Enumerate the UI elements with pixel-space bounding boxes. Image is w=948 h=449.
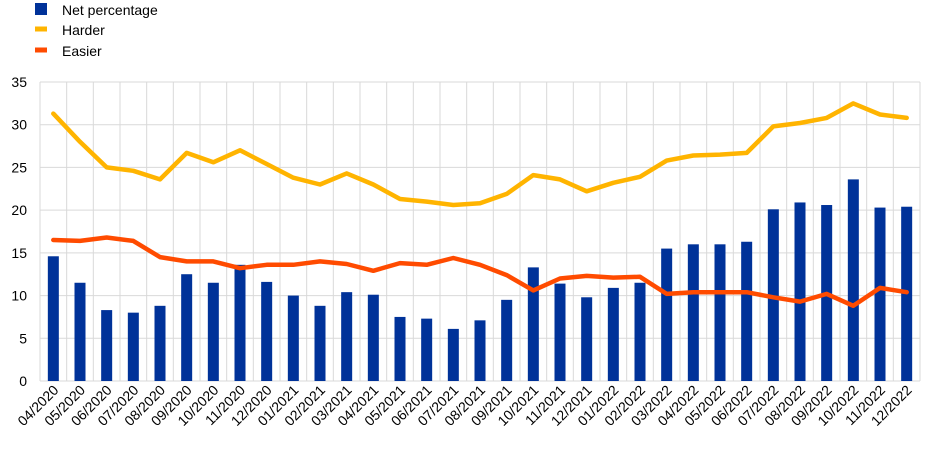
legend-label-easier: Easier <box>62 43 102 59</box>
line-harder <box>51 101 909 208</box>
bar-net-percentage <box>181 274 193 381</box>
line-layer <box>51 101 909 309</box>
bar-net-percentage <box>154 305 166 381</box>
bar-net-percentage <box>501 299 513 381</box>
bar-net-percentage <box>554 283 566 381</box>
bar-net-percentage <box>447 328 459 381</box>
bar-net-percentage <box>421 318 433 381</box>
y-tick-label: 0 <box>19 373 27 389</box>
y-tick-label: 10 <box>11 288 27 304</box>
y-tick-label: 35 <box>11 74 27 90</box>
bar-net-percentage <box>661 248 673 381</box>
bar-net-percentage <box>127 312 139 381</box>
bar-net-percentage <box>234 264 246 381</box>
legend-swatch-net-percentage <box>35 3 47 15</box>
bar-net-percentage <box>394 316 406 381</box>
y-axis-tick-labels: 0 5 10 15 20 25 30 35 <box>11 74 27 389</box>
grid-layer <box>39 81 921 382</box>
bar-net-percentage <box>101 310 113 381</box>
bar-net-percentage <box>581 297 593 381</box>
bar-net-percentage <box>847 179 859 381</box>
legend: Net percentage Harder Easier <box>35 2 158 59</box>
line-easier <box>51 235 909 309</box>
y-tick-label: 30 <box>11 117 27 133</box>
bar-net-percentage <box>474 320 486 381</box>
bar-net-percentage <box>287 295 299 381</box>
legend-label-harder: Harder <box>62 22 105 38</box>
bar-net-percentage <box>47 256 59 381</box>
y-tick-label: 25 <box>11 159 27 175</box>
bar-net-percentage <box>607 287 619 381</box>
bar-net-percentage <box>687 244 699 381</box>
y-tick-label: 20 <box>11 202 27 218</box>
bar-layer <box>47 179 913 381</box>
y-tick-label: 5 <box>19 330 27 346</box>
bar-net-percentage <box>314 305 326 381</box>
bar-net-percentage <box>634 282 646 381</box>
bar-net-percentage <box>741 241 753 381</box>
bar-net-percentage <box>794 202 806 381</box>
y-tick-label: 15 <box>11 245 27 261</box>
bar-net-percentage <box>367 294 379 381</box>
bar-net-percentage <box>714 244 726 381</box>
legend-label-net-percentage: Net percentage <box>62 2 158 18</box>
bar-net-percentage <box>207 282 219 381</box>
bar-net-percentage <box>874 207 886 381</box>
bar-net-percentage <box>527 267 539 381</box>
bar-net-percentage <box>74 282 86 381</box>
bar-net-percentage <box>261 281 273 381</box>
x-axis-tick-labels: 04/202005/202006/202007/202008/202009/20… <box>14 382 915 429</box>
bar-net-percentage <box>341 292 353 381</box>
